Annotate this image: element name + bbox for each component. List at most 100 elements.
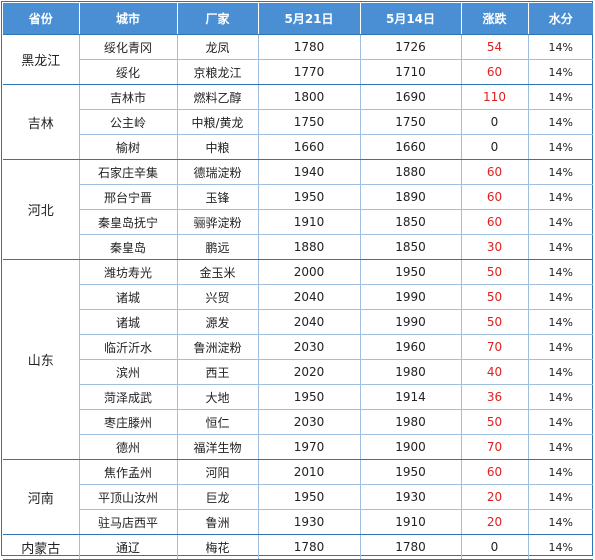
may14-price-cell: 1780 [360,534,462,560]
change-cell: 50 [461,409,529,435]
may14-price-cell: 1950 [360,459,462,485]
factory-cell: 梅花 [177,534,259,560]
city-cell: 通辽 [79,534,178,560]
water-cell: 14% [528,409,593,435]
water-cell: 14% [528,109,593,135]
table-row: 临沂沂水 鲁洲淀粉 2030 1960 70 14% [3,334,593,360]
change-cell: 60 [461,184,529,210]
city-cell: 平顶山汝州 [79,484,178,510]
table-body: 黑龙江 绥化青冈 龙凤 1780 1726 54 14% 绥化 京粮龙江 1770 1710 60 14… [3,34,593,560]
city-cell: 秦皇岛 [79,234,178,260]
factory-cell: 西王 [177,359,259,385]
factory-cell: 鹏远 [177,234,259,260]
may21-price-cell: 1950 [258,484,361,510]
may14-price-cell: 1990 [360,309,462,335]
change-cell: 40 [461,359,529,385]
may14-price-cell: 1880 [360,159,462,185]
city-cell: 诸城 [79,284,178,310]
may14-price-cell: 1710 [360,59,462,85]
water-cell: 14% [528,84,593,110]
may14-price-cell: 1950 [360,259,462,285]
header-row: 省份 城市 厂家 5月21日 5月14日 涨跌 水分 [3,3,593,35]
table-row: 德州 福洋生物 1970 1900 70 14% [3,434,593,460]
table-row: 黑龙江 绥化青冈 龙凤 1780 1726 54 14% [3,34,593,85]
factory-cell: 源发 [177,309,259,335]
province-cell: 内蒙古 [3,534,80,560]
city-cell: 焦作孟州 [79,459,178,485]
header-factory: 厂家 [177,3,259,35]
may21-price-cell: 1940 [258,159,361,185]
may14-price-cell: 1660 [360,134,462,160]
change-cell: 0 [461,109,529,135]
change-cell: 50 [461,309,529,335]
change-cell: 36 [461,384,529,410]
water-cell: 14% [528,384,593,410]
table-row: 枣庄滕州 恒仁 2030 1980 50 14% [3,409,593,435]
may14-price-cell: 1930 [360,484,462,510]
may21-price-cell: 1780 [258,534,361,560]
city-cell: 榆树 [79,134,178,160]
header-province: 省份 [3,3,80,35]
city-cell: 临沂沂水 [79,334,178,360]
city-cell: 德州 [79,434,178,460]
table-row: 河北 石家庄辛集 德瑞淀粉 1940 1880 60 14% [3,159,593,260]
may21-price-cell: 1880 [258,234,361,260]
table-row: 秦皇岛 鹏远 1880 1850 30 14% [3,234,593,260]
may21-price-cell: 1970 [258,434,361,460]
change-cell: 20 [461,509,529,535]
water-cell: 14% [528,534,593,560]
change-cell: 60 [461,159,529,185]
water-cell: 14% [528,209,593,235]
table-row: 菏泽成武 大地 1950 1914 36 14% [3,384,593,410]
change-cell: 54 [461,34,529,60]
price-table: 省份 城市 厂家 5月21日 5月14日 涨跌 水分 黑龙江 绥化青冈 龙凤 1780… [3,3,593,560]
table-row: 诸城 源发 2040 1990 50 14% [3,309,593,335]
may14-price-cell: 1980 [360,409,462,435]
table-row: 公主岭 中粮/黄龙 1750 1750 0 14% [3,109,593,135]
may14-price-cell: 1910 [360,509,462,535]
water-cell: 14% [528,334,593,360]
change-cell: 20 [461,484,529,510]
may14-price-cell: 1750 [360,109,462,135]
factory-cell: 玉锋 [177,184,259,210]
water-cell: 14% [528,484,593,510]
change-cell: 60 [461,209,529,235]
water-cell: 14% [528,134,593,160]
city-cell: 邢台宁晋 [79,184,178,210]
header-water: 水分 [528,3,593,35]
factory-cell: 中粮/黄龙 [177,109,259,135]
water-cell: 14% [528,309,593,335]
may21-price-cell: 1950 [258,384,361,410]
city-cell: 滨州 [79,359,178,385]
province-cell: 河北 [3,159,80,260]
may21-price-cell: 2040 [258,309,361,335]
city-cell: 吉林市 [79,84,178,110]
may21-price-cell: 1800 [258,84,361,110]
may14-price-cell: 1690 [360,84,462,110]
may21-price-cell: 1750 [258,109,361,135]
province-cell: 山东 [3,259,80,460]
water-cell: 14% [528,284,593,310]
header-may14: 5月14日 [360,3,462,35]
table-row: 吉林 吉林市 燃料乙醇 1800 1690 110 14% [3,84,593,160]
may21-price-cell: 2010 [258,459,361,485]
header-may21: 5月21日 [258,3,361,35]
change-cell: 50 [461,284,529,310]
change-cell: 70 [461,334,529,360]
factory-cell: 福洋生物 [177,434,259,460]
change-cell: 110 [461,84,529,110]
may14-price-cell: 1726 [360,34,462,60]
may21-price-cell: 1930 [258,509,361,535]
may21-price-cell: 1770 [258,59,361,85]
water-cell: 14% [528,459,593,485]
table-row: 河南 焦作孟州 河阳 2010 1950 60 14% [3,459,593,535]
may21-price-cell: 1660 [258,134,361,160]
city-cell: 诸城 [79,309,178,335]
table-row: 山东 潍坊寿光 金玉米 2000 1950 50 14% [3,259,593,460]
water-cell: 14% [528,59,593,85]
may14-price-cell: 1890 [360,184,462,210]
province-cell: 吉林 [3,84,80,160]
factory-cell: 骊骅淀粉 [177,209,259,235]
header-city: 城市 [79,3,178,35]
